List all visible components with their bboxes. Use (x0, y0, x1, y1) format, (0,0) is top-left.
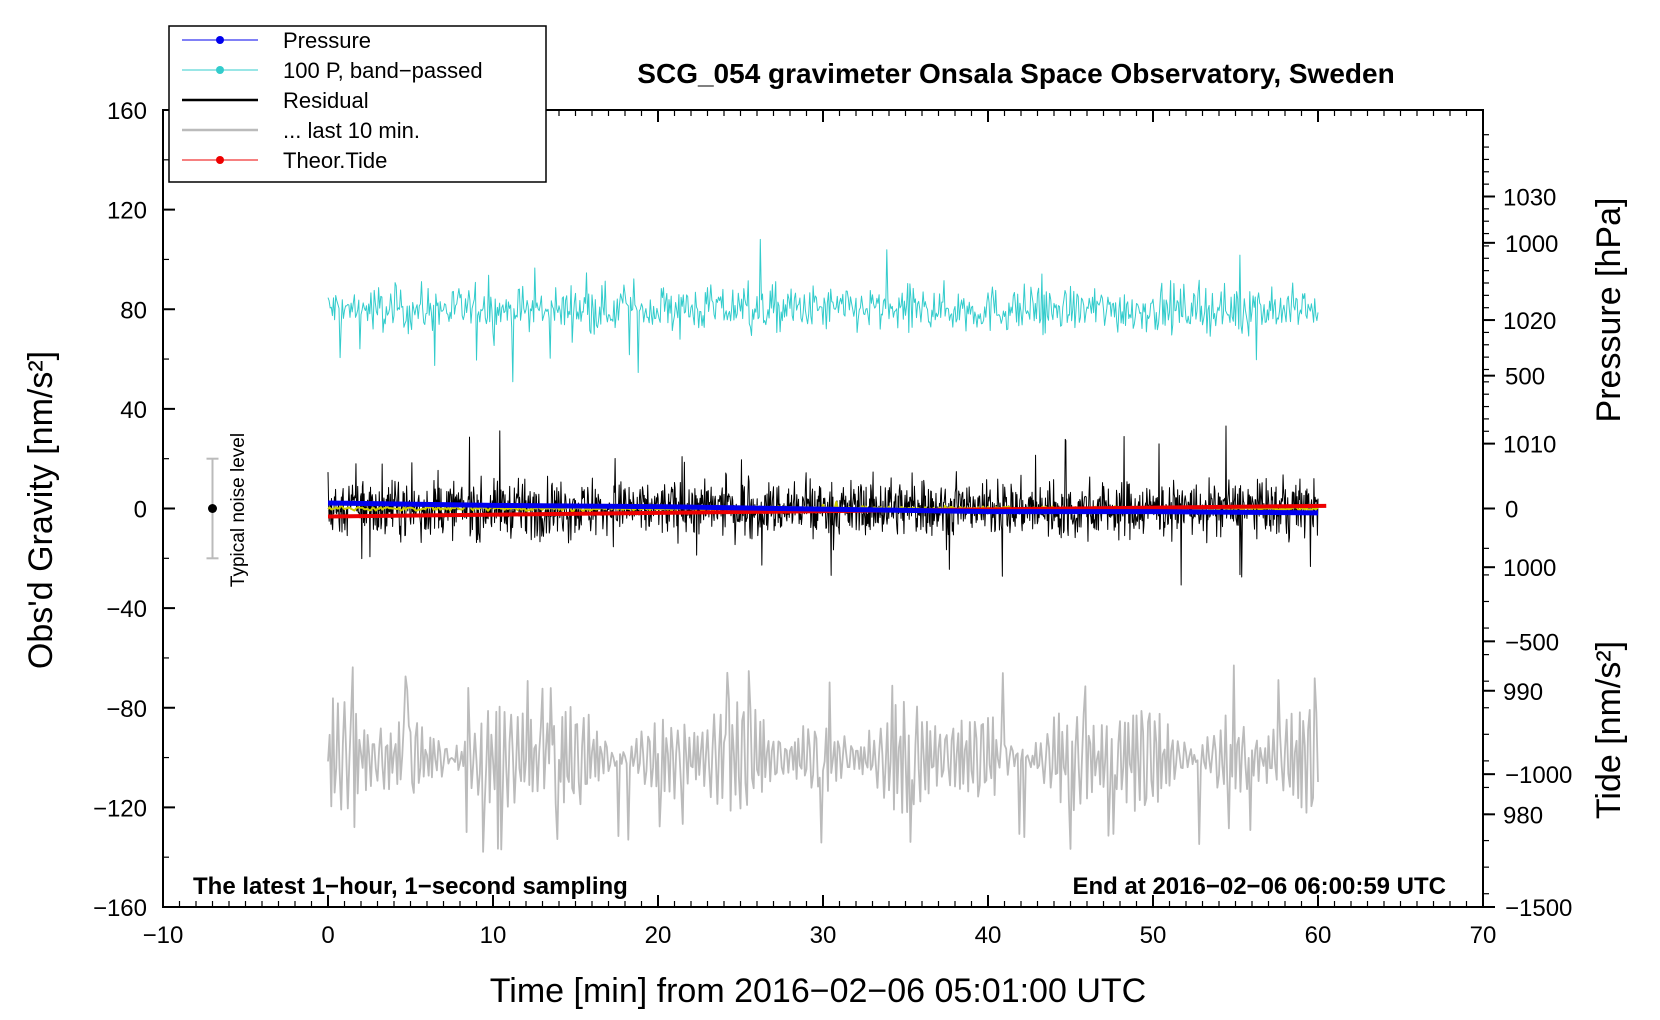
noise-label: Typical noise level (228, 433, 249, 587)
y-tick-label-left: 120 (107, 198, 147, 225)
y-tick-label-left: −160 (93, 895, 147, 922)
legend-label: Pressure (283, 28, 371, 53)
y-tick-label-left: 80 (120, 297, 147, 324)
x-tick-label: 60 (1305, 922, 1332, 949)
x-tick-label: −10 (143, 922, 184, 949)
legend-label: Theor.Tide (283, 148, 387, 173)
chart-title: SCG_054 gravimeter Onsala Space Observat… (637, 58, 1394, 89)
annotation-sampling: The latest 1−hour, 1−second sampling (193, 873, 628, 900)
y-tick-label-pressure: 990 (1503, 679, 1543, 706)
y-tick-label-pressure: 1030 (1503, 184, 1556, 211)
legend-label: ... last 10 min. (283, 118, 420, 143)
legend: Pressure 100 P, band−passed Residual ... la… (168, 25, 547, 183)
y-axis-title-left: Obs'd Gravity [nm/s²] (22, 351, 60, 669)
y-tick-label-left: −80 (106, 696, 147, 723)
x-tick-label: 0 (321, 922, 334, 949)
series-band-passed-pressure (327, 238, 1319, 383)
legend-marker (216, 156, 224, 164)
series-last-10-min (327, 664, 1319, 853)
axes-layer: −10 0 10 20 30 40 50 60 7016012080400−40−80−120−… (93, 98, 1572, 949)
y-tick-label-tide: −1000 (1505, 762, 1572, 789)
x-tick-label: 30 (810, 922, 837, 949)
y-tick-label-left: 0 (134, 497, 147, 524)
y-tick-label-pressure: 980 (1503, 802, 1543, 829)
x-tick-label: 10 (480, 922, 507, 949)
x-tick-label: 20 (645, 922, 672, 949)
legend-label: 100 P, band−passed (283, 58, 483, 83)
x-tick-label: 50 (1140, 922, 1167, 949)
series-layer (327, 238, 1327, 853)
y-tick-label-pressure: 1000 (1503, 555, 1556, 582)
y-tick-label-left: −120 (93, 795, 147, 822)
y-tick-label-left: 160 (107, 98, 147, 125)
y-tick-label-left: 40 (120, 397, 147, 424)
legend-marker (216, 36, 224, 44)
y-tick-label-tide: −1500 (1505, 895, 1572, 922)
legend-box (168, 25, 547, 183)
x-axis-title: Time [min] from 2016−02−06 05:01:00 UTC (490, 972, 1146, 1010)
y-tick-label-tide: −500 (1505, 629, 1559, 656)
legend-marker (216, 66, 224, 74)
noise-indicator: Typical noise level (206, 433, 249, 587)
y-axis-title-tide: Tide [nm/s²] (1590, 641, 1628, 819)
legend-label: Residual (283, 88, 369, 113)
x-tick-label: 70 (1470, 922, 1497, 949)
x-tick-label: 40 (975, 922, 1002, 949)
y-tick-label-pressure: 1010 (1503, 432, 1556, 459)
noise-center-dot (208, 504, 217, 513)
y-axis-title-pressure: Pressure [hPa] (1590, 198, 1628, 423)
y-tick-label-tide: 0 (1505, 497, 1518, 524)
y-tick-label-tide: 1000 (1505, 231, 1558, 258)
y-tick-label-pressure: 1020 (1503, 308, 1556, 335)
series-pressure (327, 500, 1319, 516)
annotation-end-time: End at 2016−02−06 06:00:59 UTC (1072, 873, 1446, 900)
y-tick-label-tide: 500 (1505, 364, 1545, 391)
y-tick-label-left: −40 (106, 596, 147, 623)
